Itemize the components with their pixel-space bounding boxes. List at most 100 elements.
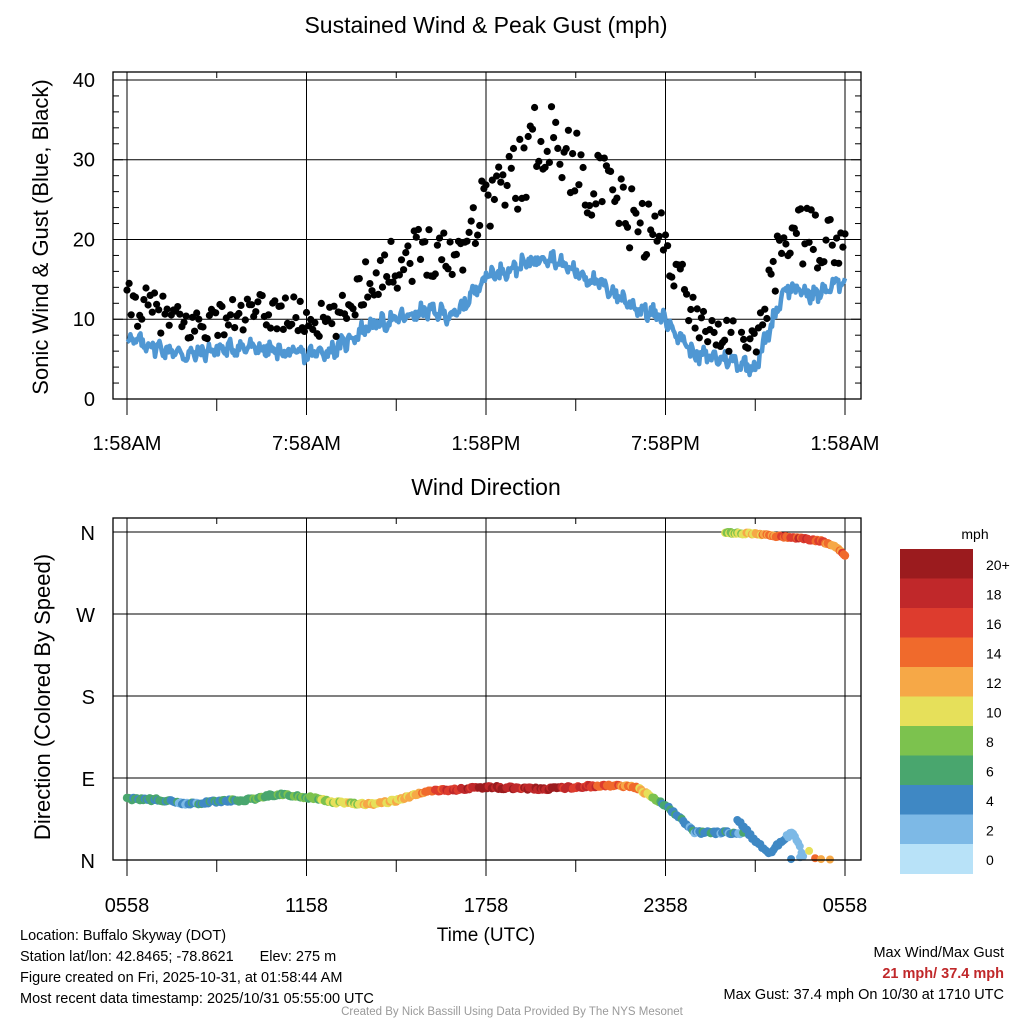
bottom-ytick-label: E xyxy=(82,769,95,791)
gust-dot xyxy=(469,204,477,212)
bottom-chart-title: Wind Direction xyxy=(411,474,561,500)
gust-dot xyxy=(497,178,505,186)
gust-dot xyxy=(438,256,446,264)
gust-dot xyxy=(704,338,712,346)
gust-dot xyxy=(486,222,494,230)
gust-dot xyxy=(514,205,522,213)
gust-dot xyxy=(554,144,562,152)
bottom-xtick-label: 1758 xyxy=(464,895,509,917)
colorbar-swatch xyxy=(900,637,973,668)
colorbar-swatch xyxy=(900,549,973,579)
gust-dot xyxy=(750,329,758,337)
colorbar-swatch xyxy=(900,578,973,609)
bottom-ytick-label: W xyxy=(76,605,95,627)
gust-dot xyxy=(125,279,133,287)
gust-dot xyxy=(440,229,448,237)
gust-dot xyxy=(412,233,420,241)
colorbar-label: 0 xyxy=(986,852,994,868)
gust-dot xyxy=(771,287,779,295)
colorbar-label: 6 xyxy=(986,764,994,780)
gust-dot xyxy=(252,308,260,316)
gust-dot xyxy=(165,321,173,329)
gust-dot xyxy=(632,209,640,217)
gust-dot xyxy=(499,171,507,179)
direction-point xyxy=(805,846,814,855)
gust-dot xyxy=(623,223,632,231)
gust-dot xyxy=(531,103,539,112)
gust-dot xyxy=(628,185,636,193)
colorbar-title: mph xyxy=(961,526,988,542)
gust-dot xyxy=(737,328,746,336)
gust-dot xyxy=(786,249,794,257)
gust-dot xyxy=(826,216,834,224)
gust-dot xyxy=(645,200,653,208)
gust-dot xyxy=(797,205,805,213)
gust-dot xyxy=(505,152,513,161)
bottom-chart-points xyxy=(122,528,850,864)
gust-dot xyxy=(828,241,836,249)
gust-dot xyxy=(220,331,228,339)
colorbar-label: 2 xyxy=(986,823,994,839)
gust-dot xyxy=(446,238,454,246)
gust-dot xyxy=(649,230,657,239)
gust-dot xyxy=(503,181,511,190)
gust-dot xyxy=(153,300,161,308)
gust-dot xyxy=(144,301,152,309)
gust-dot xyxy=(752,348,760,356)
gust-dot xyxy=(376,256,384,265)
gust-dot xyxy=(571,187,579,195)
wind-direction-chart: Wind Direction Direction (Colored By Spe… xyxy=(30,474,867,946)
max-title: Max Wind/Max Gust xyxy=(873,945,1004,961)
gust-dot xyxy=(799,260,807,268)
gust-dot xyxy=(813,264,822,272)
gust-dot xyxy=(406,259,414,268)
gust-dot xyxy=(433,241,441,249)
gust-dot xyxy=(615,219,623,227)
gust-dot xyxy=(366,280,374,288)
gust-dot xyxy=(588,211,596,219)
gust-dot xyxy=(404,242,412,250)
gust-dot xyxy=(378,283,387,291)
colorbar-swatch xyxy=(900,667,973,697)
gust-dot xyxy=(805,238,813,246)
station-line: Station lat/lon: 42.8465; -78.8621 Elev: … xyxy=(20,947,374,968)
gust-dot xyxy=(264,311,273,319)
max-summary: Max Wind/Max Gust 21 mph/ 37.4 mph Max G… xyxy=(724,943,1004,1006)
gust-dot xyxy=(537,137,545,146)
top-xtick-label: 7:58PM xyxy=(631,433,700,455)
gust-dot xyxy=(511,194,520,202)
top-xtick-label: 1:58PM xyxy=(452,433,521,455)
gust-dot xyxy=(636,219,644,227)
gust-dot xyxy=(193,309,201,317)
colorbar-label: 12 xyxy=(986,675,1002,691)
recent-data-text: Most recent data timestamp: 2025/10/31 0… xyxy=(20,991,374,1007)
gust-dot xyxy=(721,336,729,344)
colorbar-swatch xyxy=(900,814,973,845)
bottom-xtick-label: 2358 xyxy=(643,895,688,917)
gust-dot xyxy=(150,289,159,297)
gust-dot xyxy=(708,317,716,325)
colorbar-swatches: 20+ 18 16 14 12 10 8 6 4 2 0 xyxy=(900,549,1010,874)
gust-dot xyxy=(292,314,300,322)
gust-dot xyxy=(495,163,503,171)
gust-dot xyxy=(279,325,287,333)
colorbar-swatch xyxy=(900,844,973,874)
credit-text: Created By Nick Bassill Using Data Provi… xyxy=(341,1006,683,1018)
gust-dot xyxy=(710,328,718,337)
location-text: Location: Buffalo Skyway (DOT) xyxy=(20,928,227,944)
gust-dot xyxy=(759,321,767,329)
gust-dot xyxy=(389,278,397,286)
gust-dot xyxy=(311,319,319,327)
gust-dot xyxy=(330,302,338,310)
gust-dot xyxy=(535,157,543,165)
gust-dot xyxy=(474,231,482,239)
gust-dot xyxy=(657,209,665,217)
colorbar: mph 20+ 18 16 14 12 10 8 6 4 2 0 xyxy=(900,526,1010,874)
direction-point xyxy=(796,853,805,862)
gust-dot xyxy=(452,250,460,258)
gust-dot xyxy=(243,295,251,303)
gust-dot xyxy=(355,275,363,283)
gust-dot xyxy=(372,269,380,277)
gust-dot xyxy=(729,317,737,325)
gust-dot xyxy=(592,200,600,208)
